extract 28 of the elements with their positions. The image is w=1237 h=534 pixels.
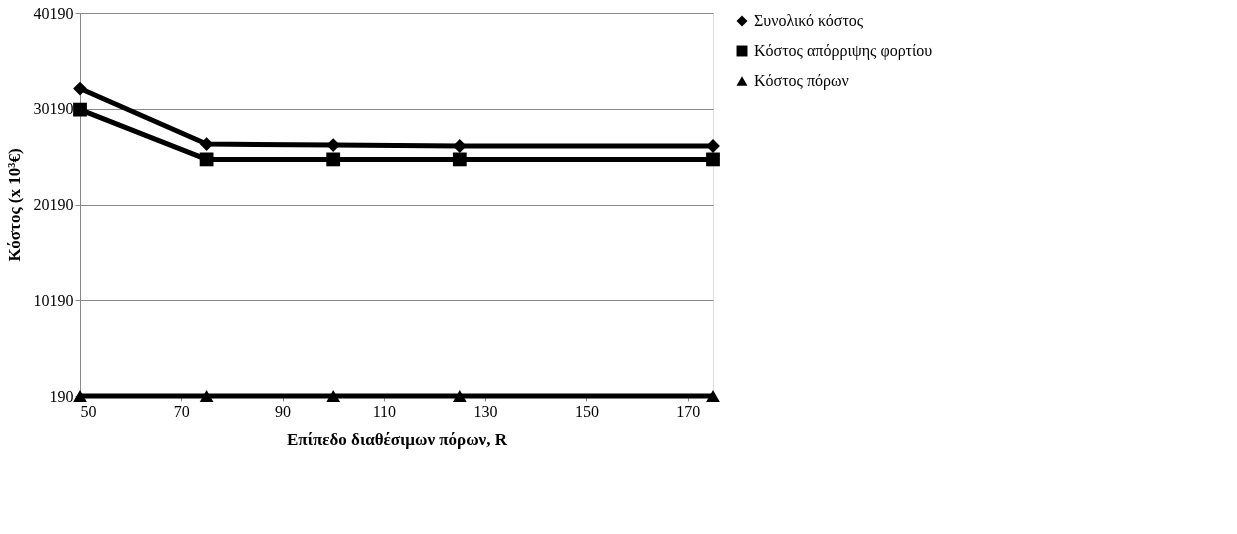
point — [73, 102, 87, 117]
point — [452, 390, 467, 402]
legend-label: Συνολικό κόστος — [754, 12, 864, 29]
x-tick-label: 50 — [80, 402, 97, 420]
x-tick-label: 90 — [275, 402, 292, 420]
point — [199, 390, 214, 402]
point — [452, 152, 467, 167]
x-tick-label: 150 — [574, 402, 599, 420]
x-tick-label: 110 — [372, 402, 397, 420]
x-tick-label: 170 — [676, 402, 701, 420]
y-tick-label: 190 — [49, 387, 74, 405]
y-tick-label: 20190 — [33, 196, 74, 213]
x-tick-label: 130 — [473, 402, 498, 420]
y-tick-label: 40190 — [33, 4, 74, 22]
y-tick-label: 10190 — [33, 291, 74, 309]
legend-label: Κόστος απόρριψης φορτίου — [754, 42, 933, 60]
x-axis-title: Επίπεδο διαθέσιμων πόρων, R — [287, 429, 508, 449]
point — [73, 81, 87, 96]
x-tick-label: 70 — [173, 402, 190, 420]
legend-label: Κόστος πόρων — [754, 72, 849, 90]
y-axis-title: Κόστος (x 10³€) — [4, 148, 24, 262]
point — [326, 152, 341, 167]
point — [706, 152, 720, 167]
point — [199, 137, 214, 151]
y-tick-label: 30190 — [33, 100, 74, 118]
point — [73, 390, 87, 402]
point — [326, 390, 341, 402]
point — [706, 390, 720, 402]
